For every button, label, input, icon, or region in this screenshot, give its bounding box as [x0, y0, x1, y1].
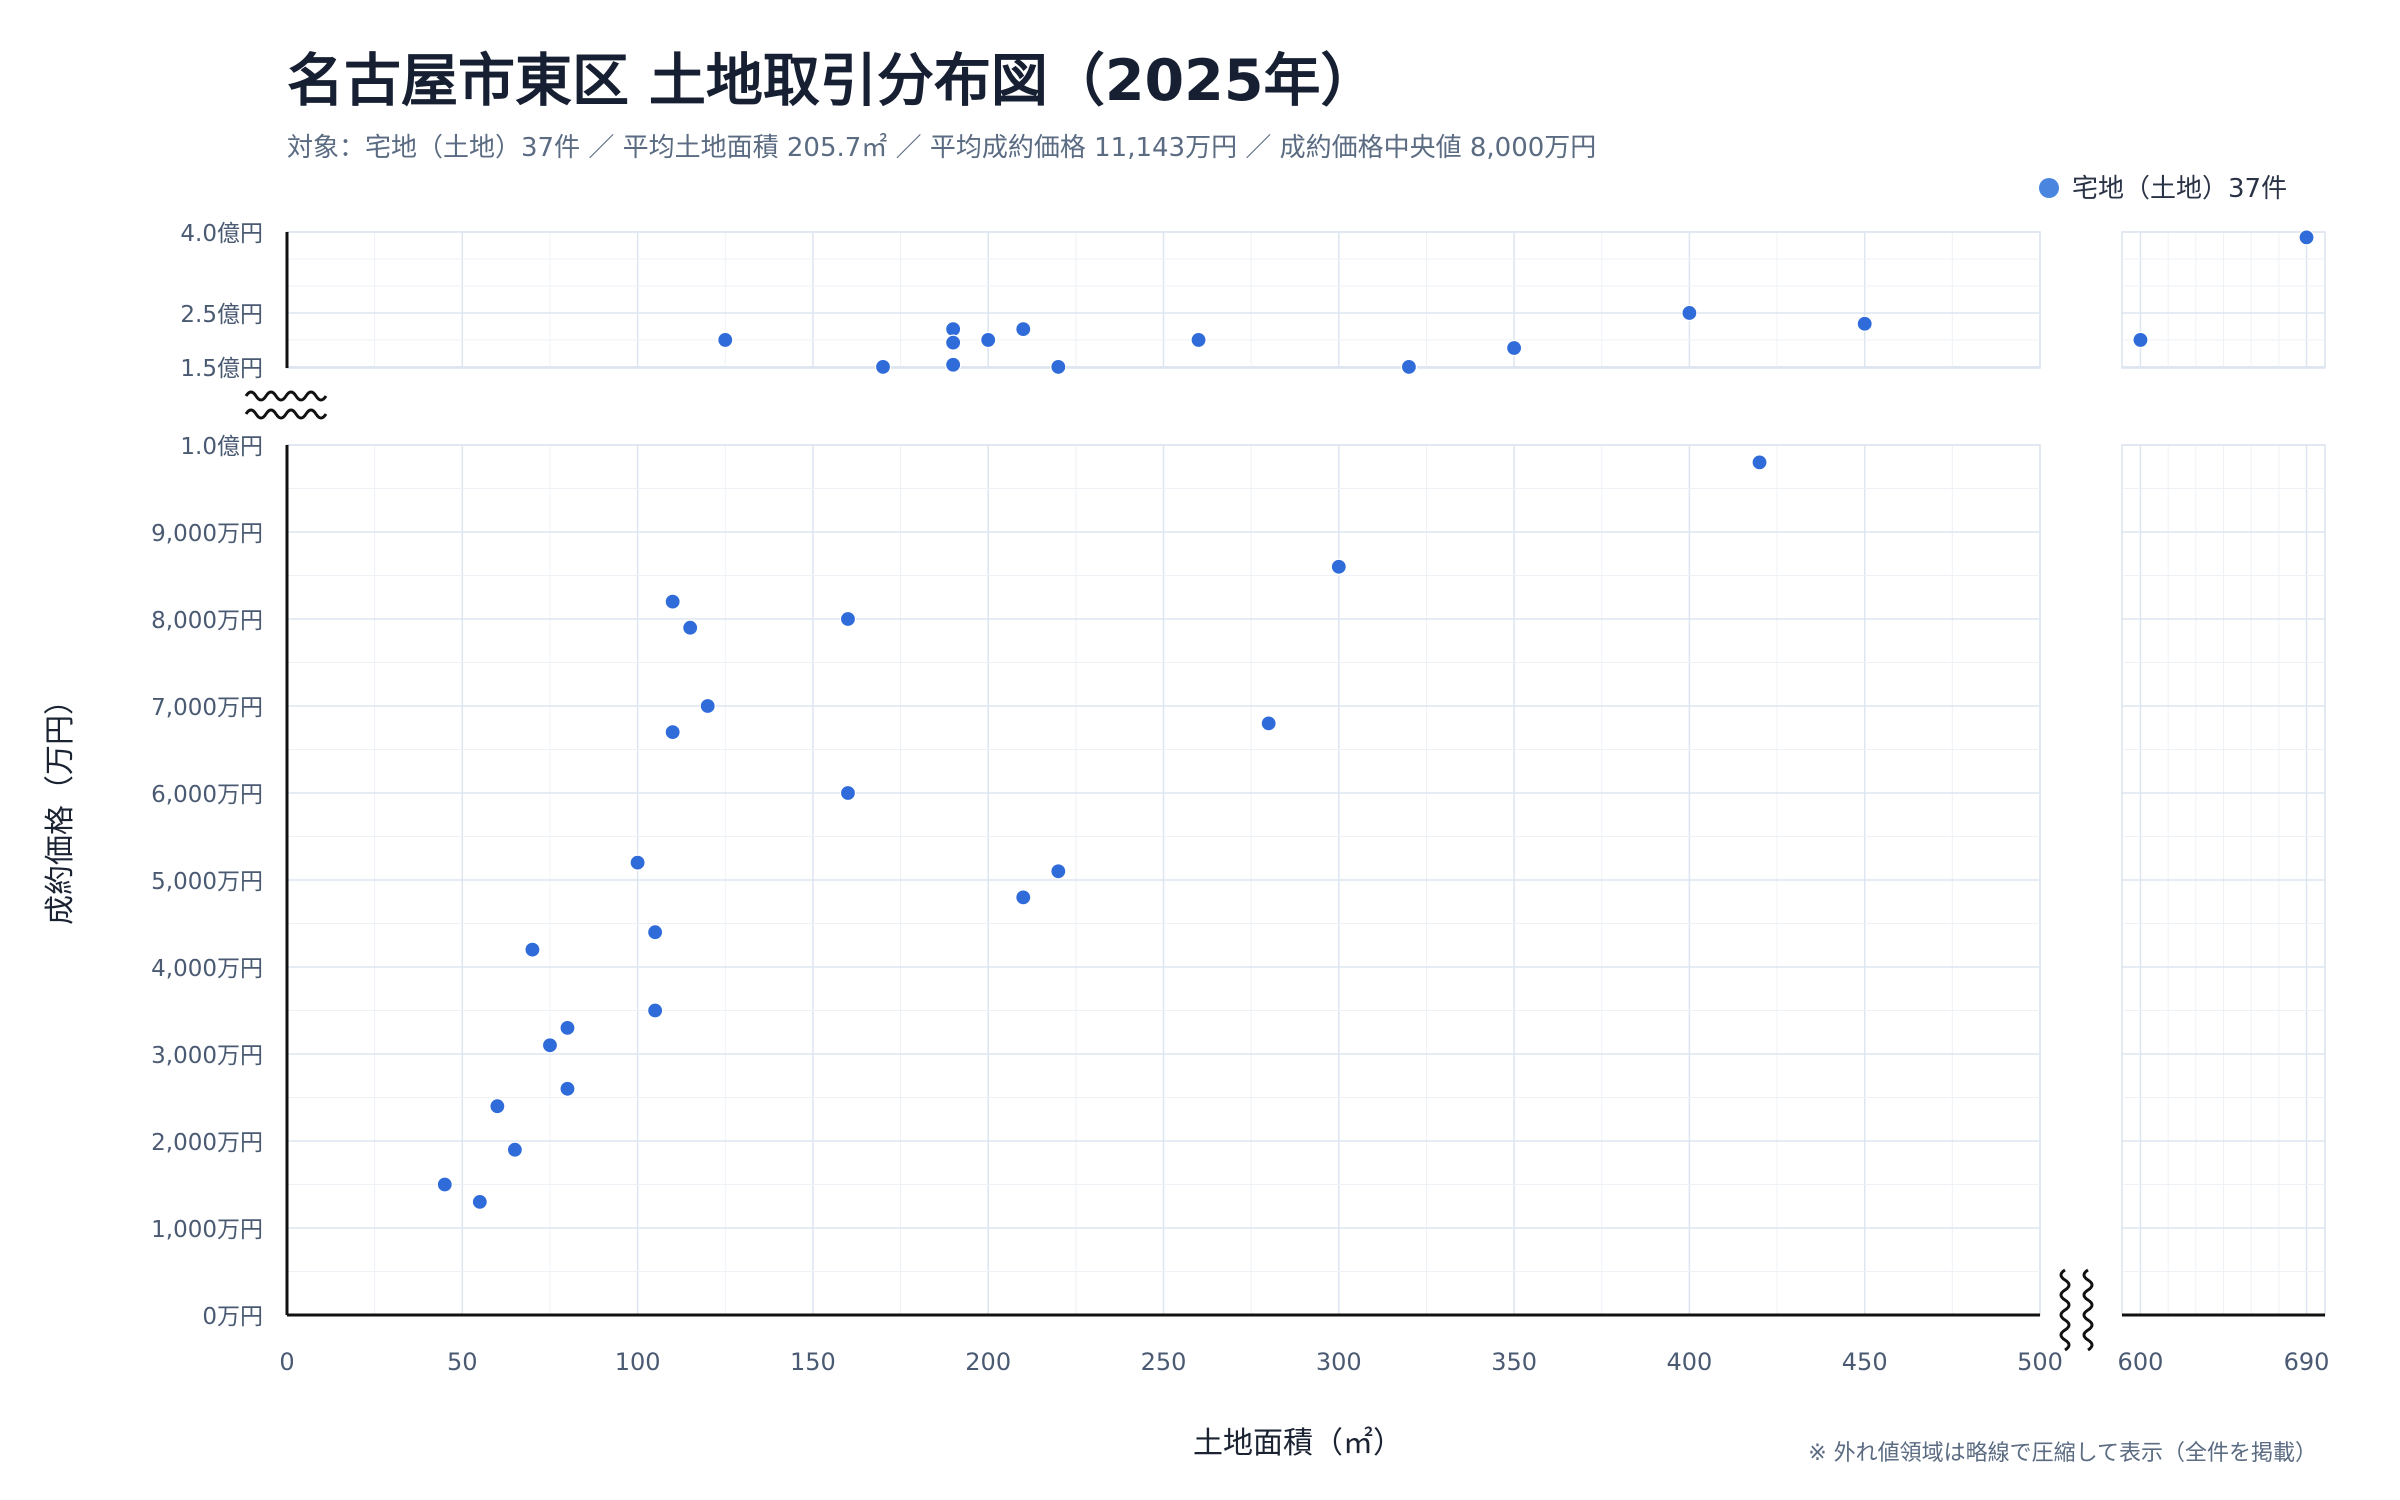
- data-point: [2132, 331, 2149, 349]
- data-point: [647, 924, 664, 941]
- y-tick-label: 4.0億円: [180, 221, 263, 247]
- chart-subtitle: 対象：宅地（土地）37件 ／ 平均土地面積 205.7㎡ ／ 平均成約価格 11…: [287, 133, 1596, 163]
- data-point: [2298, 229, 2315, 246]
- legend-marker: [2039, 178, 2059, 198]
- data-point: [699, 697, 716, 715]
- data-point: [839, 610, 857, 628]
- data-point: [682, 619, 699, 636]
- data-point: [1751, 454, 1768, 471]
- data-point: [839, 784, 857, 802]
- data-point: [559, 1080, 576, 1097]
- x-tick-label: 400: [1666, 1348, 1712, 1376]
- x-tick-label: 150: [790, 1348, 836, 1376]
- data-point: [945, 334, 962, 351]
- legend: 宅地（土地）37件: [2039, 174, 2287, 204]
- y-tick-label: 7,000万円: [151, 695, 263, 721]
- x-tick-label: 250: [1141, 1348, 1187, 1376]
- data-point: [559, 1019, 576, 1037]
- data-point: [874, 358, 892, 376]
- y-tick-label: 0万円: [202, 1304, 263, 1330]
- y-tick-label: 1.5億円: [180, 356, 263, 382]
- data-point: [1330, 558, 1347, 575]
- legend-label: 宅地（土地）37件: [2072, 174, 2287, 204]
- x-tick-label: 350: [1491, 1348, 1537, 1376]
- data-point: [664, 593, 681, 610]
- data-point: [717, 331, 734, 349]
- y-axis-break-mark: [244, 408, 328, 420]
- footnote: ※ 外れ値領域は略線で圧縮して表示（全件を掲載）: [1808, 1441, 2317, 1466]
- data-point: [1015, 321, 1032, 338]
- y-tick-label: 2,000万円: [151, 1130, 263, 1156]
- x-tick-label: 300: [1316, 1348, 1362, 1376]
- y-tick-label: 2.5億円: [180, 302, 263, 328]
- data-point: [1505, 339, 1523, 357]
- y-tick-label: 8,000万円: [151, 608, 263, 634]
- data-point: [436, 1176, 453, 1193]
- y-tick-label: 3,000万円: [151, 1043, 263, 1069]
- y-axis-break-mark: [244, 390, 328, 402]
- data-point: [1050, 863, 1067, 880]
- y-tick-label: 9,000万円: [151, 521, 263, 547]
- grid-lines: [286, 231, 2326, 1316]
- data-point: [1190, 331, 1207, 349]
- tick-labels: 0 50 100 150 200 250 300 350 400 450 500 600 690 0万円 1…: [151, 221, 2329, 1376]
- data-point: [945, 321, 962, 338]
- y-tick-label: 1.0億円: [180, 434, 263, 460]
- y-tick-label: 6,000万円: [151, 782, 263, 808]
- x-tick-label: 450: [1842, 1348, 1888, 1376]
- x-axis-break-mark: [2059, 1268, 2071, 1352]
- x-tick-label: 200: [965, 1348, 1011, 1376]
- data-points: [436, 229, 2315, 1211]
- x-axis-break-mark: [2082, 1268, 2094, 1352]
- y-tick-label: 4,000万円: [151, 956, 263, 982]
- data-point: [1856, 315, 1873, 332]
- data-point: [664, 723, 681, 741]
- data-point: [1400, 358, 1418, 376]
- x-tick-label: 100: [615, 1348, 661, 1376]
- data-point: [1015, 889, 1032, 906]
- data-point: [1681, 304, 1698, 322]
- data-point: [1260, 715, 1277, 732]
- axes: [244, 232, 2325, 1352]
- x-tick-label: 0: [279, 1348, 294, 1376]
- y-tick-label: 1,000万円: [151, 1217, 263, 1243]
- x-tick-label: 500: [2017, 1348, 2063, 1376]
- y-break-mask: [244, 380, 330, 430]
- data-point: [524, 941, 541, 958]
- x-tick-label: 600: [2118, 1348, 2164, 1376]
- data-point: [471, 1193, 488, 1211]
- data-point: [980, 331, 997, 349]
- data-point: [629, 854, 646, 871]
- x-tick-label: 690: [2284, 1348, 2330, 1376]
- data-point: [945, 356, 962, 373]
- data-point: [647, 1002, 664, 1019]
- data-point: [1050, 358, 1067, 376]
- y-tick-label: 5,000万円: [151, 869, 263, 895]
- data-point: [506, 1141, 523, 1158]
- x-tick-label: 50: [447, 1348, 478, 1376]
- y-axis-title: 成約価格（万円）: [43, 685, 78, 925]
- x-axis-title: 土地面積（㎡）: [1193, 1426, 1403, 1461]
- chart-title: 名古屋市東区 土地取引分布図（2025年）: [287, 48, 1378, 114]
- data-point: [489, 1098, 506, 1115]
- data-point: [541, 1037, 559, 1054]
